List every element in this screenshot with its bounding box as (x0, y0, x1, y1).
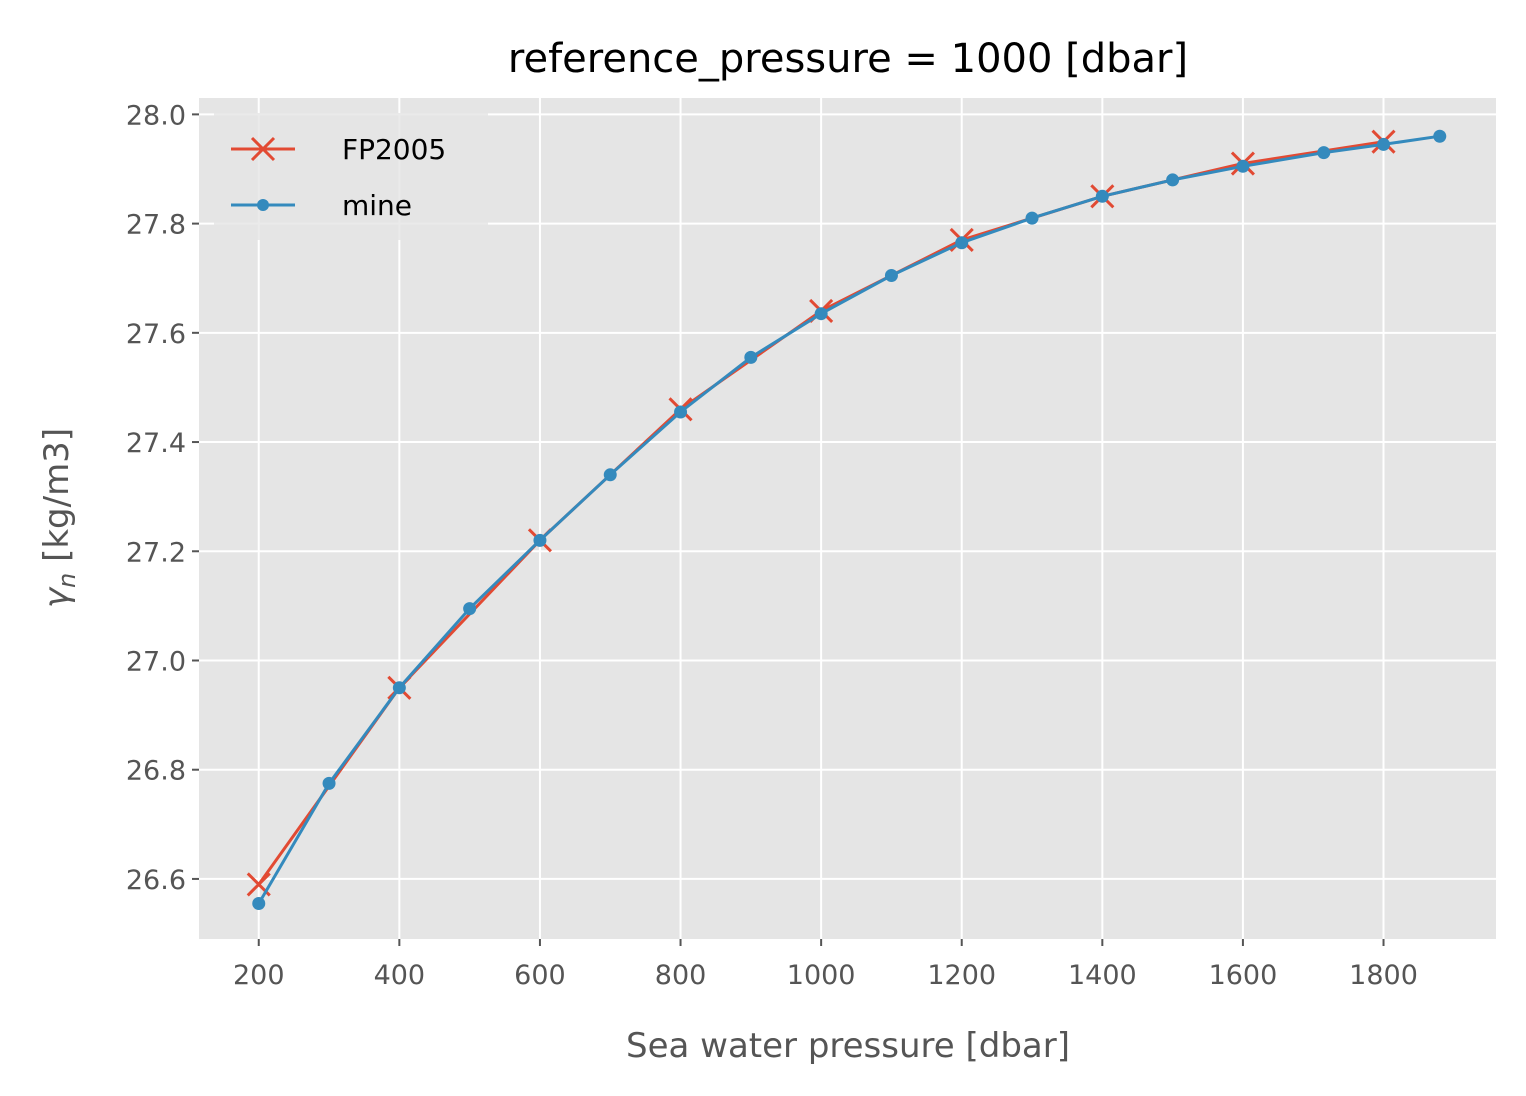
x-tick-label: 1400 (1068, 960, 1137, 991)
data-point-mine (884, 268, 898, 282)
x-tick-label: 400 (374, 960, 426, 991)
legend-marker-fp2005 (250, 136, 276, 162)
data-point-mine (1433, 129, 1447, 143)
x-tick-label: 600 (514, 960, 566, 991)
data-point-mine (322, 776, 336, 790)
y-tick-label: 26.8 (126, 756, 186, 787)
x-tick-label: 800 (655, 960, 707, 991)
y-tick-label: 27.4 (126, 428, 186, 459)
data-point-mine (744, 350, 758, 364)
y-tick-label: 27.2 (126, 537, 186, 568)
data-point-mine (1166, 173, 1180, 187)
legend-box (214, 113, 488, 240)
data-point-mine (603, 468, 617, 482)
y-tick-label: 27.8 (126, 210, 186, 241)
legend-label-fp2005: FP2005 (342, 133, 446, 166)
x-tick-label: 1600 (1209, 960, 1278, 991)
series-line-mine (257, 134, 1441, 905)
data-point-mine (463, 602, 477, 616)
chart-title: reference_pressure = 1000 [dbar] (508, 36, 1188, 82)
y-axis-label-subscript: n (53, 573, 81, 588)
data-point-mine (1236, 159, 1250, 173)
data-point-mine (1317, 146, 1331, 160)
y-axis-label: γn [kg/m3] (37, 428, 81, 608)
x-tick-label: 1000 (787, 960, 856, 991)
legend-marker-mine (257, 199, 269, 211)
y-axis-label-symbol: γ (37, 586, 77, 608)
y-axis-ticks: 26.6 26.8 27.0 27.2 27.4 27.6 27.8 28.0 (126, 100, 199, 896)
y-tick-label: 27.6 (126, 319, 186, 350)
y-tick-label: 26.6 (126, 865, 186, 896)
data-point-mine (955, 236, 969, 250)
data-point-mine (1025, 211, 1039, 225)
series-layer (246, 129, 1447, 911)
data-point-mine (1377, 137, 1391, 151)
x-axis-label: Sea water pressure [dbar] (626, 1026, 1070, 1066)
data-point-mine (674, 405, 688, 419)
y-tick-label: 27.0 (126, 646, 186, 677)
x-axis-ticks: 200 400 600 800 1000 1200 1400 1600 1800 (233, 939, 1418, 991)
data-point-mine (533, 533, 547, 547)
legend: FP2005 mine (214, 113, 488, 240)
y-axis-label-units: [kg/m3] (37, 428, 77, 573)
legend-entry-mine: mine (231, 189, 412, 222)
y-tick-label: 28.0 (126, 100, 186, 131)
x-tick-label: 1200 (927, 960, 996, 991)
legend-label-mine: mine (342, 189, 412, 222)
x-tick-label: 200 (233, 960, 285, 991)
legend-entry-fp2005: FP2005 (231, 133, 446, 166)
data-point-mine (252, 897, 266, 911)
data-point-mine (1095, 189, 1109, 203)
data-point-mine (392, 681, 406, 695)
data-point-mine (814, 307, 828, 321)
x-tick-label: 1800 (1349, 960, 1418, 991)
